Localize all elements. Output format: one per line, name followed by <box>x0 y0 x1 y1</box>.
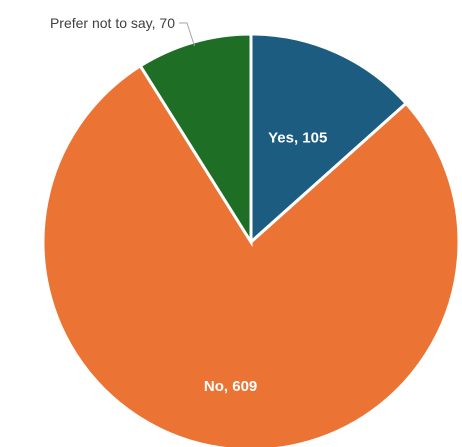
data-labels: Yes, 105 No, 609 Prefer not to say, 70 <box>50 15 327 395</box>
leader-lines <box>179 22 195 47</box>
data-label-yes: Yes, 105 <box>268 130 327 147</box>
leader-line-prefer-not-to-say <box>179 22 195 47</box>
pie-slices <box>41 32 461 447</box>
data-label-prefer-not-to-say: Prefer not to say, 70 <box>50 15 175 31</box>
data-label-no: No, 609 <box>204 378 257 395</box>
pie-slice-yes <box>249 32 409 246</box>
pie-slice-no <box>41 63 461 447</box>
